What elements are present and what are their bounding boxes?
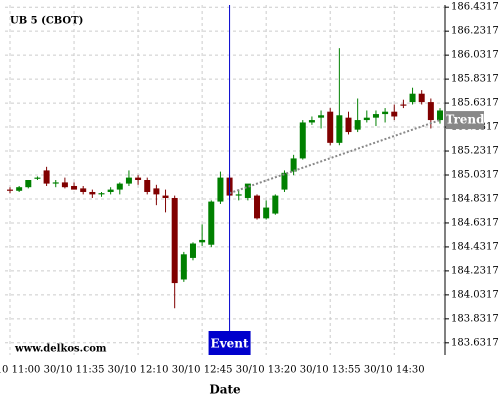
candle-body <box>254 195 261 219</box>
candle-body <box>80 188 87 192</box>
x-tick-label: 30/10 11:00 <box>0 365 40 376</box>
candle-body <box>363 117 370 121</box>
y-tick-label: 184.0317 <box>451 289 499 300</box>
candle-body <box>299 122 306 159</box>
candle-body <box>162 195 169 198</box>
x-tick-label: 30/10 12:45 <box>172 365 233 376</box>
x-tick-label: 30/10 11:35 <box>44 365 105 376</box>
x-tick-label: 30/10 13:55 <box>300 365 361 376</box>
trend-line <box>229 119 441 195</box>
trend-label-box <box>446 111 484 130</box>
candle-body <box>107 189 114 192</box>
candle-body <box>418 93 425 103</box>
candle-body <box>244 183 251 198</box>
candle-body <box>308 120 315 123</box>
candle-body <box>61 182 68 188</box>
candle-body <box>171 197 178 284</box>
candle-body <box>25 180 32 188</box>
candle-body <box>52 182 59 184</box>
candle-body <box>318 115 325 118</box>
candle-body <box>391 111 398 117</box>
y-tick-label: 186.0317 <box>451 50 499 61</box>
candle-body <box>290 158 297 172</box>
y-tick-label: 183.8317 <box>451 313 499 324</box>
y-tick-label: 185.8317 <box>451 74 499 85</box>
candle-body <box>208 201 215 245</box>
y-tick-label: 183.6317 <box>451 337 499 348</box>
x-axis-label: Date <box>209 383 241 397</box>
y-tick-label: 185.0317 <box>451 170 499 181</box>
chart-title: UB 5 (CBOT) <box>10 16 83 27</box>
candle-body <box>34 177 41 179</box>
candle-body <box>427 102 434 121</box>
x-tick-label: 30/10 13:20 <box>236 365 297 376</box>
y-tick-label: 184.2317 <box>451 265 499 276</box>
x-tick-label: 30/10 14:30 <box>364 365 425 376</box>
candle-body <box>180 254 187 280</box>
candle-body <box>43 170 50 184</box>
candle-body <box>16 187 23 191</box>
y-tick-label: 184.8317 <box>451 193 499 204</box>
candle-body <box>437 110 443 121</box>
y-tick-label: 185.6317 <box>451 98 499 109</box>
candle-body <box>199 239 206 243</box>
candle-body <box>217 177 224 202</box>
candle-body <box>345 117 352 133</box>
candle-body <box>89 191 96 195</box>
candle-body <box>98 193 105 195</box>
candle-body <box>327 111 334 143</box>
y-tick-label: 186.4317 <box>451 2 499 13</box>
candle-body <box>135 177 142 180</box>
event-label: Event <box>211 337 249 351</box>
x-tick-label: 30/10 12:10 <box>108 365 169 376</box>
candle-body <box>372 114 379 118</box>
candle-body <box>354 120 361 130</box>
y-tick-label: 186.2317 <box>451 26 499 37</box>
candle-body <box>281 172 288 190</box>
candle-body <box>400 104 407 106</box>
candle-body <box>116 183 123 190</box>
candle-body <box>125 177 132 184</box>
y-tick-label: 184.6317 <box>451 217 499 228</box>
candle-body <box>144 180 151 192</box>
candle-body <box>153 188 160 195</box>
trend-label: Trend <box>445 113 485 127</box>
candle-body <box>235 194 242 196</box>
candle-body <box>71 185 78 190</box>
event-label-box <box>208 331 251 355</box>
watermark: www.delkos.com <box>14 344 107 355</box>
y-tick-label: 184.4317 <box>451 241 499 252</box>
candle-body <box>336 115 343 143</box>
candle-body <box>272 195 279 214</box>
y-tick-label: 185.2317 <box>451 146 499 157</box>
candle-body <box>263 207 270 219</box>
candle-body <box>7 189 13 191</box>
candle-body <box>409 93 416 103</box>
candle-body <box>189 243 196 258</box>
candle-body <box>382 111 389 115</box>
